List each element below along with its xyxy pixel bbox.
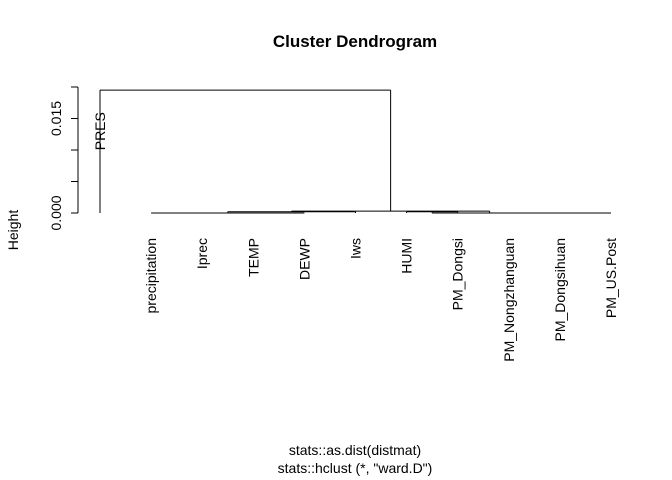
- leaf-label: PM_Dongsi: [450, 238, 466, 310]
- leaf-label: precipitation: [143, 238, 159, 314]
- y-tick-label: 0.000: [48, 195, 64, 230]
- leaf-label: TEMP: [245, 238, 261, 277]
- leaf-label: Iws: [348, 238, 364, 259]
- y-axis-label: Height: [5, 210, 21, 251]
- y-axis: 0.000 0.015: [48, 86, 79, 231]
- leaf-labels: PRES precipitation Iprec TEMP DEWP Iws HUMI PM_…: [92, 112, 619, 362]
- leaf-label: PM_US.Post: [603, 238, 619, 318]
- clustering-method-line: stats::hclust (*, "ward.D"): [278, 460, 433, 476]
- dendrogram-branches: [99, 89, 611, 214]
- leaf-label: HUMI: [399, 238, 415, 274]
- chart-title: Cluster Dendrogram: [273, 32, 437, 51]
- y-tick-label: 0.015: [48, 101, 64, 136]
- leaf-label: PM_Nongzhanguan: [501, 238, 517, 362]
- leaf-label: Iprec: [194, 238, 210, 269]
- leaf-label: PRES: [92, 112, 108, 150]
- leaf-label: PM_Dongsihuan: [552, 238, 568, 342]
- leaf-label: DEWP: [296, 238, 312, 280]
- distance-method-line: stats::as.dist(distmat): [289, 442, 421, 458]
